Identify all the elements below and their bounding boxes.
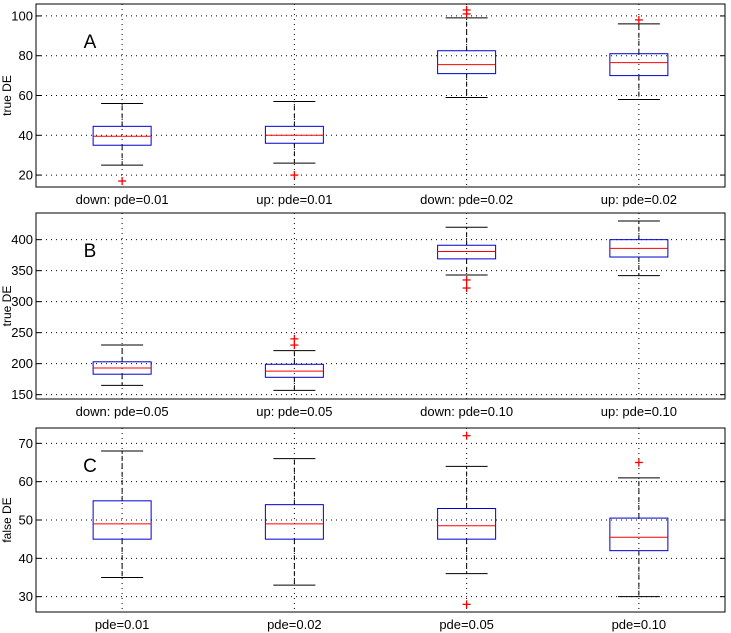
box-1 [92, 344, 152, 386]
y-tick-label: 40 [19, 128, 33, 143]
x-tick-label: down: pde=0.05 [76, 404, 169, 419]
box-3 [437, 226, 497, 293]
interquartile-box [609, 517, 669, 552]
y-tick-label: 60 [19, 88, 33, 103]
interquartile-box [437, 244, 497, 260]
outlier-marker [462, 275, 471, 284]
box-1 [92, 450, 152, 578]
outlier-marker [462, 284, 471, 293]
x-tick-label: up: pde=0.02 [601, 192, 677, 207]
outlier-marker [118, 177, 127, 186]
box-2 [264, 334, 324, 391]
panel-label: A [84, 32, 97, 53]
outlier-marker [462, 431, 471, 440]
interquartile-box [437, 50, 497, 75]
x-tick-label: down: pde=0.02 [420, 192, 513, 207]
box-2 [264, 458, 324, 586]
y-tick-label: 60 [19, 474, 33, 489]
x-tick-label: pde=0.05 [439, 617, 494, 632]
y-axis-label: false DE [0, 497, 14, 542]
x-tick-label: down: pde=0.10 [420, 404, 513, 419]
y-tick-label: 350 [11, 263, 33, 278]
y-axis-label: true DE [0, 286, 14, 327]
y-tick-label: 150 [11, 387, 33, 402]
y-tick-label: 80 [19, 48, 33, 63]
y-tick-label: 50 [19, 513, 33, 528]
outlier-marker [462, 600, 471, 609]
y-tick-label: 70 [19, 436, 33, 451]
y-tick-label: 200 [11, 356, 33, 371]
interquartile-box [609, 53, 669, 77]
outlier-marker [290, 334, 299, 343]
y-tick-label: 30 [19, 589, 33, 604]
box-4 [609, 15, 669, 100]
box-1 [92, 102, 152, 186]
box-4 [609, 458, 669, 598]
interquartile-box [437, 508, 497, 540]
panel-label: B [84, 241, 97, 262]
y-tick-label: 100 [11, 8, 33, 23]
x-tick-label: pde=0.01 [95, 617, 150, 632]
x-tick-label: pde=0.10 [612, 617, 667, 632]
panel-label: C [83, 456, 97, 477]
outlier-marker [462, 5, 471, 14]
x-tick-label: up: pde=0.10 [601, 404, 677, 419]
y-tick-label: 250 [11, 325, 33, 340]
x-tick-label: pde=0.02 [267, 617, 322, 632]
outlier-marker [634, 15, 643, 24]
outlier-marker [634, 458, 643, 467]
box-4 [609, 220, 669, 277]
x-tick-label: down: pde=0.01 [76, 192, 169, 207]
x-tick-label: up: pde=0.01 [256, 192, 332, 207]
axes-frame [35, 212, 726, 400]
y-tick-label: 400 [11, 232, 33, 247]
y-tick-label: 300 [11, 294, 33, 309]
box-3 [437, 431, 497, 609]
box-3 [437, 5, 497, 98]
x-tick-label: up: pde=0.05 [256, 404, 332, 419]
interquartile-box [92, 500, 152, 540]
interquartile-box [264, 504, 324, 540]
outlier-marker [290, 171, 299, 180]
box-2 [264, 100, 324, 180]
y-tick-label: 20 [19, 168, 33, 183]
y-axis-label: true DE [0, 75, 14, 116]
y-tick-label: 40 [19, 551, 33, 566]
